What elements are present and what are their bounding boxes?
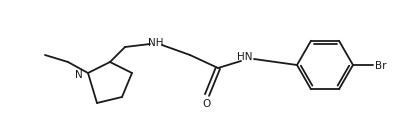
Text: HN: HN [237, 52, 253, 62]
Text: O: O [202, 99, 210, 109]
Text: Br: Br [375, 61, 387, 71]
Text: N: N [75, 70, 83, 80]
Text: NH: NH [148, 38, 164, 48]
